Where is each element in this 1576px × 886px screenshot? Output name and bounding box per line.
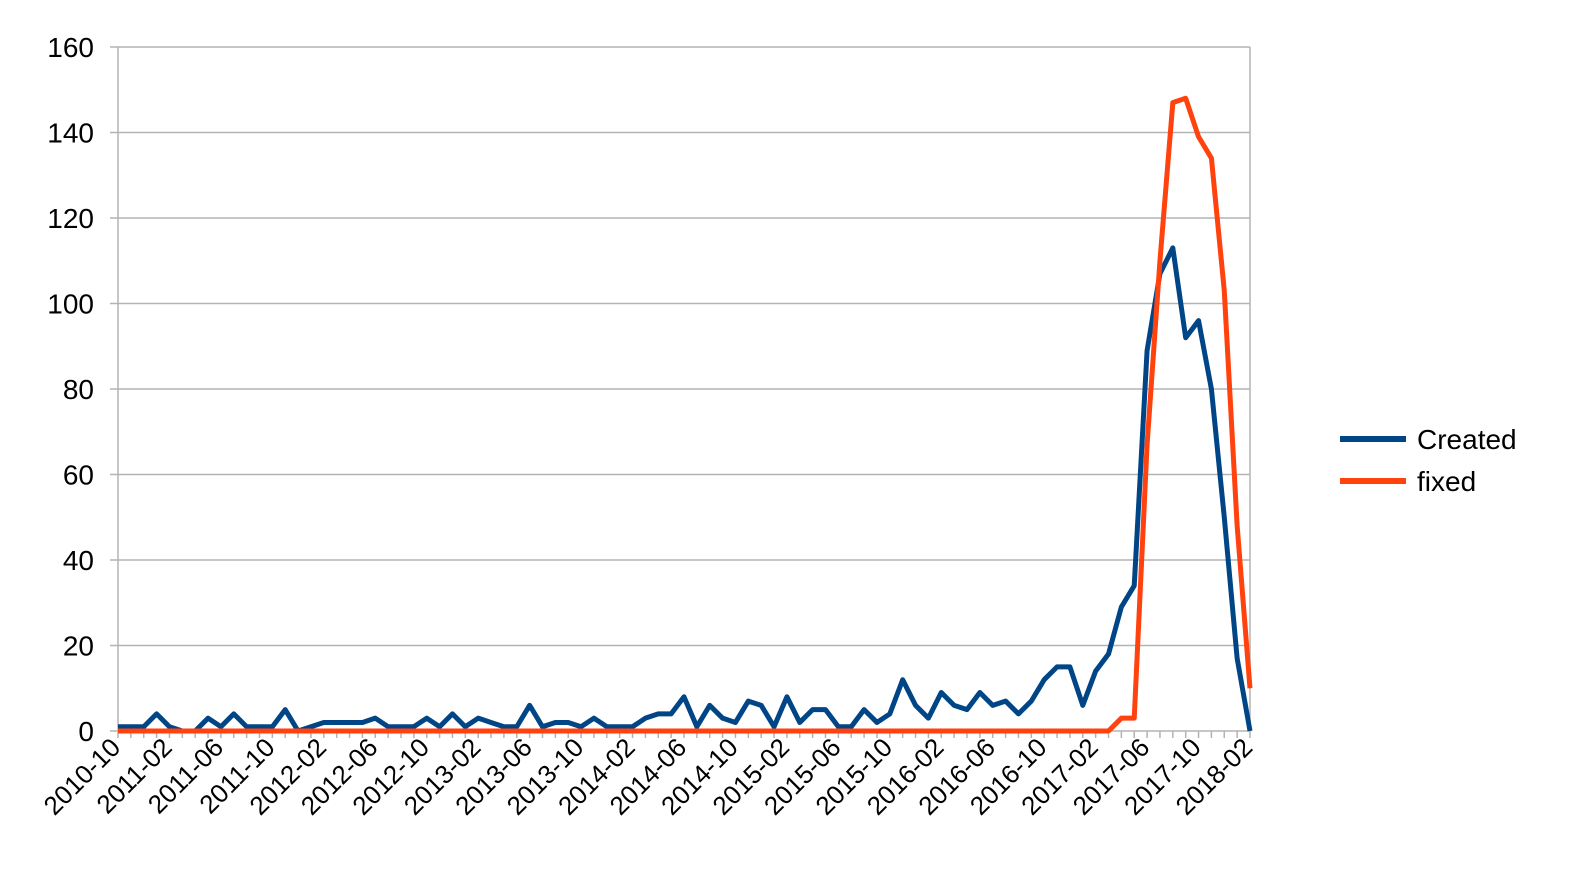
y-tick-label: 80 [63,374,94,405]
y-tick-label: 140 [47,118,94,149]
y-tick-label: 160 [47,32,94,63]
series-line-fixed [118,95,1253,734]
x-axis: 2010-102011-022011-062011-102012-022012-… [38,731,1258,821]
legend-label-fixed: fixed [1417,466,1476,497]
legend-label-created: Created [1417,424,1517,455]
y-tick-label: 60 [63,460,94,491]
y-tick-label: 120 [47,203,94,234]
series-line-created [118,245,1253,734]
y-tick-label: 0 [78,716,94,747]
y-tick-label: 20 [63,631,94,662]
y-tick-label: 40 [63,545,94,576]
y-tick-label: 100 [47,289,94,320]
y-axis: 0 20 40 60 80 100 120 140 160 [47,32,118,747]
legend: Created fixed [1340,424,1517,497]
series-lines [118,95,1253,734]
gridlines [118,46,1250,732]
